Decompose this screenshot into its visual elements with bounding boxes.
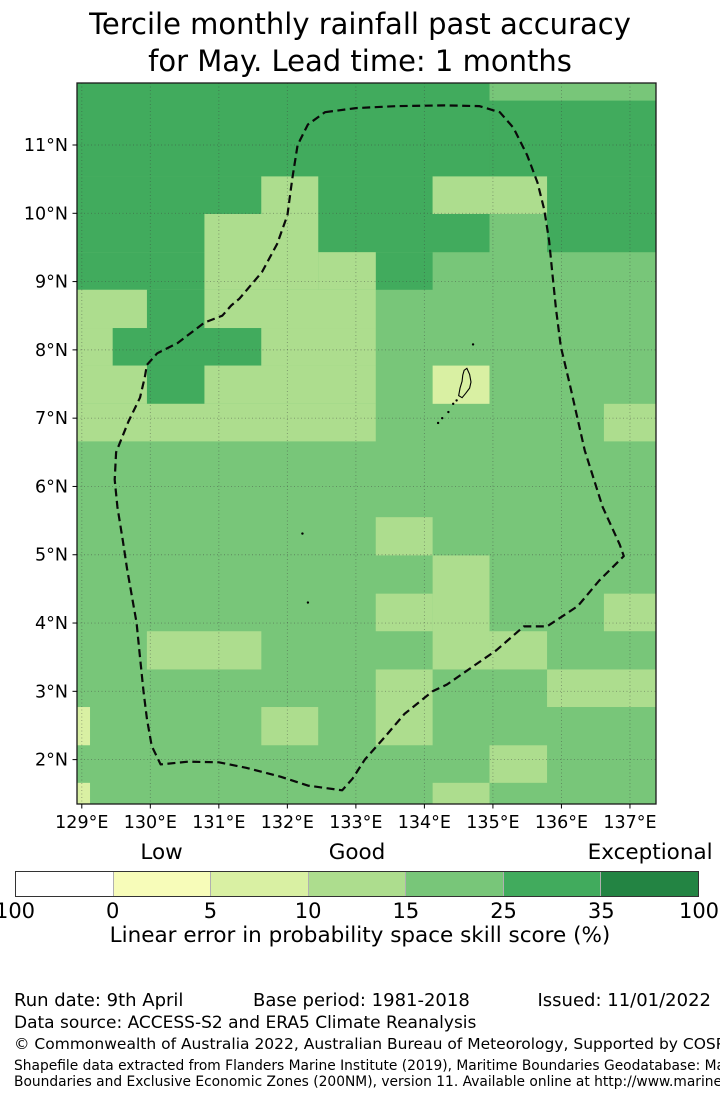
- map-cell: [489, 100, 656, 177]
- islet-dot: [306, 601, 310, 604]
- palau-island-outline: [458, 367, 472, 399]
- y-axis-tick-label: 5°N: [35, 546, 68, 566]
- colorbar-category-label: Good: [328, 840, 386, 865]
- map-cell: [77, 403, 376, 442]
- map-cell: [77, 289, 147, 329]
- map-cell: [547, 176, 656, 214]
- map-cell: [318, 213, 490, 253]
- footer-run-date: Run date: 9th April: [14, 990, 184, 1011]
- y-axis-tick-label: 6°N: [35, 477, 68, 497]
- x-axis-tick-label: 137°E: [603, 813, 656, 833]
- y-axis-tick-label: 2°N: [35, 751, 68, 771]
- x-axis-tick-label: 130°E: [124, 813, 177, 833]
- map-cell: [204, 365, 376, 404]
- y-axis-tick-label: 9°N: [35, 273, 68, 293]
- colorbar-tick-label: 100: [678, 899, 720, 923]
- map-cell: [489, 631, 548, 670]
- map-cell: [77, 365, 147, 404]
- map-cell: [318, 252, 376, 290]
- islet-dot: [451, 402, 455, 406]
- skill-colorbar: [15, 871, 699, 897]
- footer-data-source: Data source: ACCESS-S2 and ERA5 Climate …: [14, 1013, 477, 1033]
- map-cell: [547, 669, 656, 708]
- map-cell: [318, 176, 433, 214]
- map-cell: [261, 328, 376, 366]
- chart-title-line-1: Tercile monthly rainfall past accuracy: [89, 7, 631, 41]
- map-cell: [375, 252, 433, 290]
- map-cell: [77, 83, 490, 177]
- x-axis-tick-label: 135°E: [466, 813, 519, 833]
- colorbar-segment: [210, 872, 308, 896]
- map-cell: [77, 707, 91, 746]
- colorbar-segment: [307, 872, 406, 896]
- y-axis-tick-label: 11°N: [24, 136, 68, 156]
- colorbar-segment: [405, 872, 503, 896]
- islet-dot: [471, 343, 475, 346]
- map-cell: [204, 289, 376, 329]
- colorbar-segment: [112, 872, 211, 896]
- colorbar-tick-label: 25: [490, 899, 517, 923]
- colorbar-tick-label: 35: [587, 899, 615, 923]
- colorbar-tick-label: 100: [0, 899, 36, 923]
- map-cell: [432, 782, 490, 804]
- colorbar-caption: Linear error in probability space skill …: [109, 923, 611, 948]
- footer-shapefile-attribution-line-1: Shapefile data extracted from Flanders M…: [14, 1058, 720, 1074]
- map-cell: [112, 328, 262, 366]
- colorbar-tick-label: 10: [294, 899, 322, 923]
- map-cell: [77, 213, 205, 253]
- islet-dot: [447, 410, 450, 414]
- map-cell: [77, 176, 262, 214]
- footer-shapefile-attribution-line-2: Boundaries and Exclusive Economic Zones …: [14, 1074, 720, 1090]
- map-cell: [375, 517, 433, 556]
- colorbar-tick-label: 15: [392, 899, 420, 923]
- x-axis-tick-label: 134°E: [398, 813, 451, 833]
- colorbar-tick-label: 5: [203, 899, 218, 923]
- eez-boundary-line: [113, 104, 625, 792]
- islet-dot: [301, 532, 304, 535]
- footer-copyright: © Commonwealth of Australia 2022, Austra…: [14, 1035, 720, 1053]
- colorbar-segment: [600, 872, 699, 896]
- y-axis-tick-label: 4°N: [35, 614, 68, 634]
- y-axis-tick-label: 8°N: [35, 341, 68, 361]
- colorbar-category-label: Low: [140, 840, 183, 865]
- colorbar-category-label: Exceptional: [587, 840, 713, 865]
- map-cell: [146, 631, 262, 670]
- x-axis-tick-label: 136°E: [535, 813, 588, 833]
- map-cell: [375, 593, 433, 632]
- map-cell: [375, 669, 433, 746]
- map-cell: [77, 782, 91, 804]
- map-cell: [77, 328, 113, 366]
- colorbar-segment: [16, 872, 113, 896]
- map-frame: [76, 82, 657, 805]
- colorbar-segment: [502, 872, 601, 896]
- islet-dot: [441, 416, 444, 420]
- map-cell: [432, 176, 548, 214]
- x-axis-tick-label: 133°E: [329, 813, 382, 833]
- map-cell: [77, 252, 205, 290]
- map-cell: [489, 745, 548, 783]
- x-axis-tick-label: 132°E: [261, 813, 314, 833]
- islet-dot: [455, 399, 458, 402]
- footer-base-period: Base period: 1981-2018: [253, 990, 470, 1011]
- y-axis-tick-label: 7°N: [35, 409, 68, 429]
- map-cell: [547, 213, 656, 253]
- y-axis-tick-label: 10°N: [24, 204, 68, 224]
- x-axis-tick-label: 131°E: [192, 813, 245, 833]
- colorbar-tick-label: 0: [106, 899, 120, 923]
- rainfall-accuracy-map: 129°E 130°E 131°E 132°E 133°E 134°E 135°E 136°E…: [24, 82, 657, 833]
- map-cell: [204, 213, 319, 290]
- map-cell: [603, 593, 656, 632]
- map-cell: [261, 707, 319, 746]
- chart-title-line-2: for May. Lead time: 1 months: [148, 44, 572, 78]
- map-cell: [432, 555, 490, 670]
- footer-issued-date: Issued: 11/01/2022: [537, 990, 711, 1011]
- y-axis-tick-label: 3°N: [35, 682, 68, 702]
- map-cell: [603, 403, 656, 442]
- x-axis-tick-label: 129°E: [55, 813, 108, 833]
- islet-dot: [436, 421, 440, 425]
